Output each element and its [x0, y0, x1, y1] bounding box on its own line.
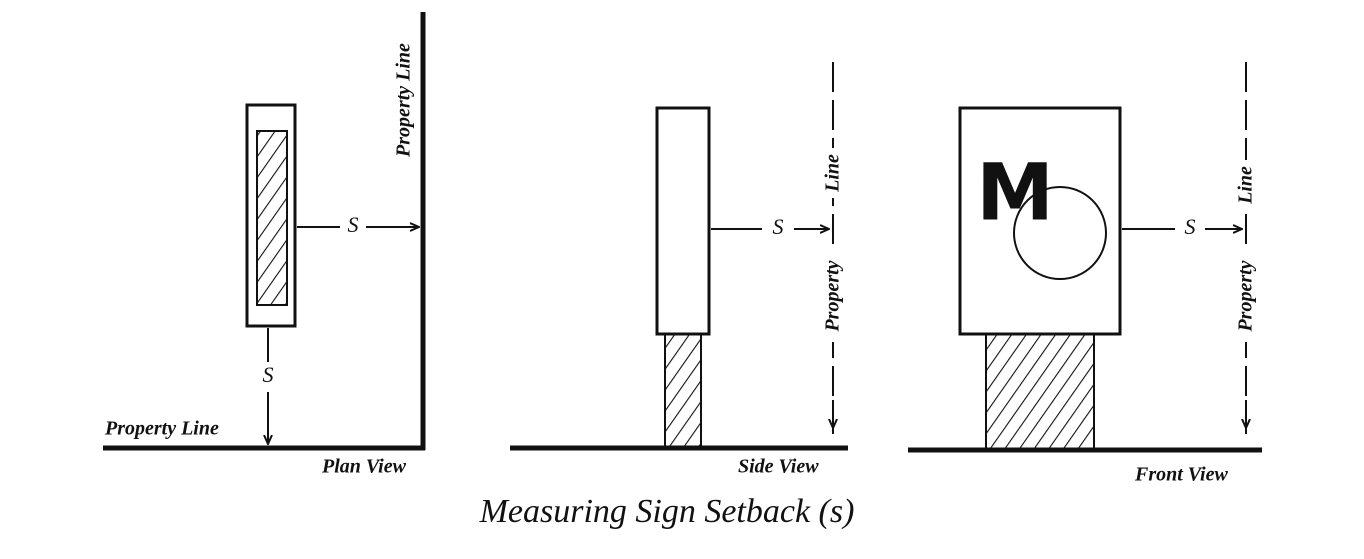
sign-post [985, 333, 1095, 451]
sign [655, 106, 711, 336]
property-line-label: Property Line [393, 43, 415, 158]
label-bg [1235, 160, 1257, 210]
property-line-label: Property Line [104, 418, 219, 440]
property-line-label: Property [822, 260, 844, 332]
setback-label: S [263, 362, 274, 387]
sign-letter: M [976, 148, 1054, 238]
sign-face [256, 130, 288, 306]
sign-logo-circle [1013, 186, 1107, 280]
setback-label: S [773, 214, 784, 239]
view-label: Side View [738, 456, 819, 478]
label-bg [1235, 250, 1257, 342]
label-bg [822, 148, 844, 198]
plan-view: S S Property Line Property Line Plan Vie… [103, 12, 426, 478]
setback-label: S [1185, 214, 1196, 239]
sign [245, 103, 297, 328]
diagram-title: Measuring Sign Setback (s) [479, 493, 855, 530]
property-line-label: Property [1235, 260, 1257, 332]
view-label: Front View [1134, 464, 1228, 486]
side-view: S Line Property Side View [510, 62, 848, 478]
view-label: Plan View [321, 456, 407, 478]
setback-label: S [348, 212, 359, 237]
front-view: M S Line Property Front View [908, 62, 1262, 486]
property-line-label: Line [1235, 166, 1257, 205]
label-bg [822, 250, 844, 342]
property-line-label: Line [822, 154, 844, 193]
sign-post [664, 333, 702, 449]
